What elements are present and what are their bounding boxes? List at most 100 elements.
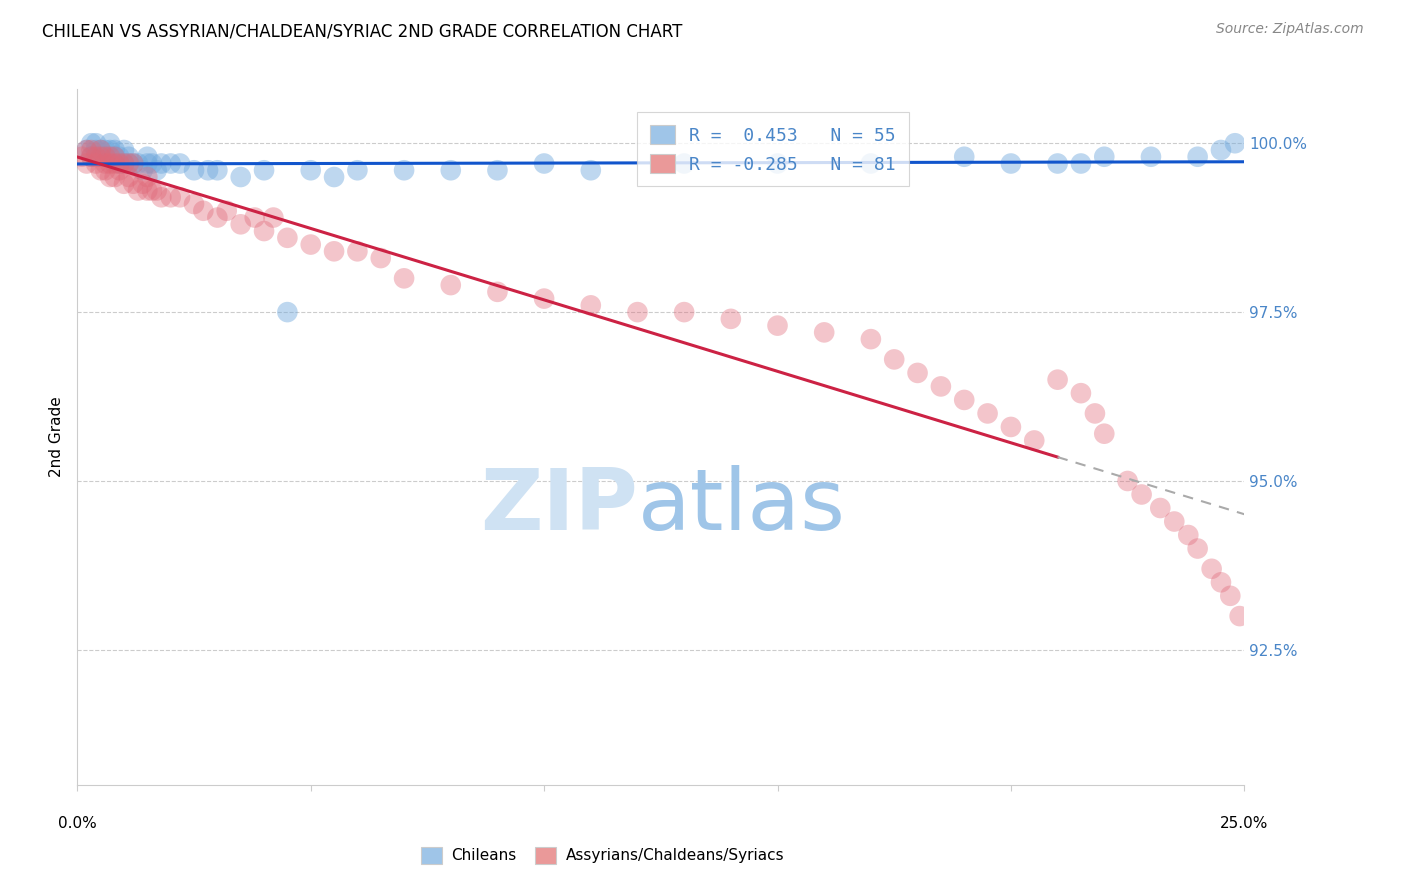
Point: [183, 163, 205, 178]
Point: [859, 156, 882, 170]
Point: [813, 326, 835, 340]
Point: [262, 211, 284, 225]
Point: [1177, 528, 1199, 542]
Point: [229, 169, 252, 184]
Point: [131, 163, 153, 178]
Point: [76, 143, 98, 157]
Point: [90, 143, 112, 157]
Point: [1092, 426, 1115, 441]
Point: [1046, 373, 1069, 387]
Point: [392, 271, 415, 285]
Point: [169, 156, 191, 170]
Point: [145, 184, 167, 198]
Y-axis label: 2nd Grade: 2nd Grade: [49, 397, 65, 477]
Point: [323, 169, 346, 184]
Point: [112, 156, 135, 170]
Point: [346, 244, 368, 259]
Legend: Chileans, Assyrians/Chaldeans/Syriacs: Chileans, Assyrians/Chaldeans/Syriacs: [413, 839, 792, 871]
Point: [104, 169, 127, 184]
Point: [108, 156, 131, 170]
Point: [193, 203, 215, 218]
Point: [136, 169, 159, 184]
Point: [80, 150, 103, 164]
Point: [104, 150, 127, 164]
Point: [98, 136, 121, 151]
Text: atlas: atlas: [637, 465, 845, 549]
Point: [159, 156, 181, 170]
Point: [299, 163, 322, 178]
Point: [197, 163, 219, 178]
Point: [80, 150, 103, 164]
Point: [94, 156, 117, 170]
Point: [112, 143, 135, 157]
Point: [112, 156, 135, 170]
Point: [70, 150, 93, 164]
Point: [953, 392, 976, 407]
Point: [122, 156, 145, 170]
Point: [1092, 150, 1115, 164]
Point: [276, 231, 298, 245]
Point: [673, 156, 696, 170]
Point: [118, 150, 141, 164]
Point: [159, 190, 181, 204]
Point: [150, 190, 173, 204]
Point: [859, 332, 882, 346]
Point: [104, 150, 127, 164]
Point: [579, 298, 602, 312]
Point: [84, 143, 107, 157]
Point: [207, 163, 229, 178]
Point: [108, 163, 131, 178]
Point: [1209, 143, 1232, 157]
Point: [108, 150, 131, 164]
Point: [1070, 386, 1092, 401]
Text: CHILEAN VS ASSYRIAN/CHALDEAN/SYRIAC 2ND GRADE CORRELATION CHART: CHILEAN VS ASSYRIAN/CHALDEAN/SYRIAC 2ND …: [42, 22, 682, 40]
Point: [392, 163, 415, 178]
Point: [118, 156, 141, 170]
Point: [94, 163, 117, 178]
Point: [486, 163, 509, 178]
Point: [141, 156, 163, 170]
Point: [108, 156, 131, 170]
Point: [1201, 562, 1223, 576]
Point: [127, 184, 149, 198]
Point: [1130, 487, 1153, 501]
Point: [1163, 515, 1185, 529]
Point: [370, 251, 392, 265]
Point: [136, 184, 159, 198]
Point: [440, 163, 463, 178]
Point: [169, 190, 191, 204]
Point: [90, 163, 112, 178]
Point: [626, 305, 648, 319]
Point: [94, 143, 117, 157]
Point: [1116, 474, 1139, 488]
Point: [112, 177, 135, 191]
Point: [94, 150, 117, 164]
Point: [118, 156, 141, 170]
Point: [136, 150, 159, 164]
Point: [1149, 501, 1171, 516]
Point: [207, 211, 229, 225]
Point: [976, 406, 998, 420]
Point: [440, 278, 463, 293]
Point: [533, 292, 555, 306]
Point: [150, 156, 173, 170]
Point: [84, 150, 107, 164]
Point: [720, 311, 742, 326]
Point: [1209, 575, 1232, 590]
Point: [90, 143, 112, 157]
Text: ZIP: ZIP: [479, 465, 637, 549]
Point: [104, 156, 127, 170]
Point: [98, 150, 121, 164]
Point: [486, 285, 509, 299]
Point: [1000, 156, 1022, 170]
Point: [84, 136, 107, 151]
Point: [76, 143, 98, 157]
Point: [98, 169, 121, 184]
Point: [131, 177, 153, 191]
Point: [953, 150, 976, 164]
Point: [253, 224, 276, 238]
Point: [1000, 420, 1022, 434]
Point: [533, 156, 555, 170]
Point: [907, 366, 929, 380]
Point: [883, 352, 905, 367]
